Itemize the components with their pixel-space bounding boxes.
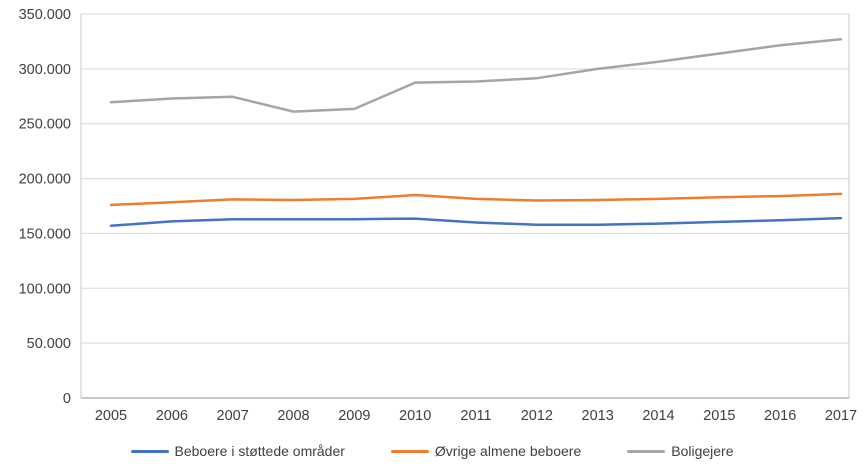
legend-label-beboere-i-stoettede-omraader: Beboere i støttede områder [174, 443, 345, 459]
legend-item-beboere-i-stoettede-omraader: Beboere i støttede områder [130, 443, 345, 459]
x-axis-tick-label: 2014 [642, 408, 674, 424]
y-axis-tick-label: 50.000 [27, 336, 71, 352]
chart-legend: Beboere i støttede områder Øvrige almene… [0, 432, 864, 470]
y-axis-tick-label: 350.000 [19, 7, 71, 23]
series-line-0 [109, 216, 843, 227]
x-axis-tick-label: 2015 [703, 408, 735, 424]
x-axis-tick-label: 2008 [277, 408, 309, 424]
x-axis-tick-label: 2007 [217, 408, 249, 424]
x-axis-tick-label: 2011 [460, 408, 491, 424]
y-axis-tick-label: 0 [63, 391, 71, 407]
series-line-1 [109, 192, 843, 207]
legend-line-swatch-blue [130, 449, 169, 453]
x-axis-tick-label: 2012 [521, 408, 553, 424]
x-axis-tick-label: 2013 [582, 408, 614, 424]
legend-label-boligejere: Boligejere [671, 443, 734, 459]
y-axis-tick-label: 200.000 [19, 172, 71, 188]
y-axis-tick-label: 300.000 [19, 62, 71, 78]
legend-item-boligejere: Boligejere [627, 443, 734, 459]
x-axis-tick-label: 2016 [764, 408, 796, 424]
series-line-2 [109, 37, 843, 113]
y-axis-tick-label: 100.000 [19, 281, 71, 297]
x-axis-tick-label: 2017 [825, 408, 857, 424]
x-axis-tick-label: 2005 [95, 408, 127, 424]
y-axis-tick-label: 150.000 [19, 226, 71, 242]
legend-line-swatch-orange [390, 449, 429, 453]
x-axis-tick-label: 2009 [338, 408, 370, 424]
plot-area: 0 50.000 100.000 150.000 200.000 250.000 300.0… [19, 7, 858, 424]
legend-item-oevrige-almene-beboere: Øvrige almene beboere [390, 443, 582, 459]
x-axis-tick-label: 2006 [156, 408, 188, 424]
x-axis-tick-label: 2010 [399, 408, 431, 424]
legend-line-swatch-gray [627, 449, 666, 453]
y-axis-tick-label: 250.000 [19, 117, 71, 133]
legend-label-oevrige-almene-beboere: Øvrige almene beboere [434, 443, 582, 459]
